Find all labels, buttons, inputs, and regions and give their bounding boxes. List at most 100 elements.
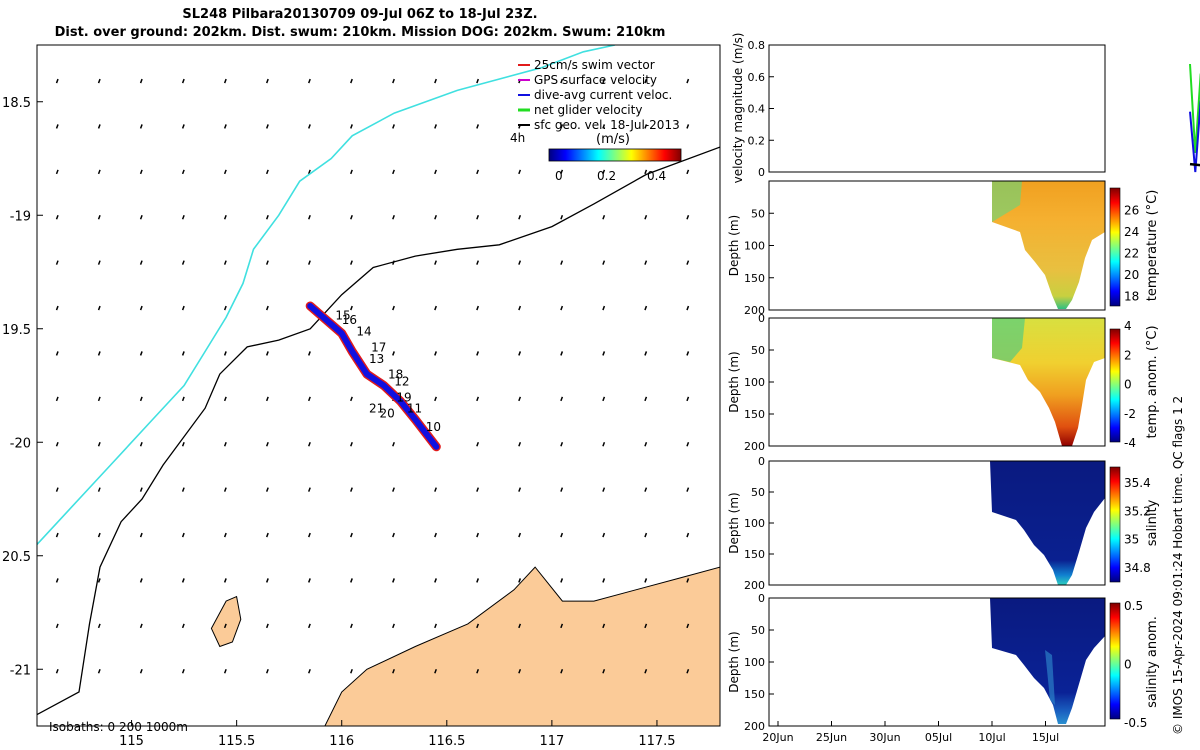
legend-gps: GPS surface velocity [534, 73, 657, 87]
isobath-1000m [37, 45, 616, 545]
sfc-geo-arrow [560, 260, 564, 265]
date-tick-label: 10Jul [978, 731, 1005, 744]
temp-anomaly-shallow-patch [992, 318, 1025, 362]
sfc-geo-arrow [223, 305, 227, 311]
date-tick-label: 30Jun [869, 731, 900, 744]
sfc-geo-arrow [307, 532, 311, 538]
day-label: 12 [394, 375, 409, 389]
sfc-geo-arrow [181, 214, 185, 220]
sfc-geo-arrow [686, 78, 690, 84]
land-mass [324, 566, 720, 726]
sfc-geo-arrow [181, 169, 185, 175]
map-xtick-label: 116.5 [428, 734, 465, 749]
colorbar-tick-label: 0 [1124, 378, 1132, 392]
sfc-geo-arrow [518, 305, 522, 311]
colorbar-tick-label: 4 [1124, 319, 1132, 333]
sfc-geo-arrow [97, 396, 101, 402]
sfc-geo-arrow [223, 487, 227, 492]
map-xtick-label: 117.5 [638, 734, 675, 749]
sfc-geo-arrow [55, 305, 59, 311]
sfc-geo-arrow [476, 487, 480, 492]
colorbar-tick-label: 35.2 [1124, 504, 1151, 518]
sfc-geo-arrow [265, 532, 269, 538]
sfc-geo-arrow [686, 668, 690, 674]
sfc-geo-arrow [55, 124, 59, 129]
day-label: 14 [356, 325, 371, 339]
colorbar-tick-label: -2 [1124, 407, 1136, 421]
sfc-geo-arrow [139, 668, 143, 674]
sfc-geo-arrow [265, 441, 269, 447]
velocity-panel: 0 0.2 0.4 0.6 0.8 velocity magnitude (m/s) [731, 33, 1200, 183]
sfc-geo-arrow [181, 623, 185, 629]
salinity-colorbar [1109, 466, 1121, 583]
sfc-geo-arrow [307, 351, 311, 356]
sfc-geo-arrow [518, 623, 522, 629]
velocity-colorbar [548, 148, 682, 162]
sfc-geo-arrow [181, 260, 185, 265]
sfc-geo-arrow [181, 124, 185, 129]
cbar-tick-0: 0 [555, 169, 563, 183]
depth-tick-label: 150 [744, 272, 765, 285]
map-ytick-label: -20 [10, 436, 31, 451]
sfc-geo-arrow [55, 260, 59, 265]
sfc-geo-arrow [476, 532, 480, 538]
depth-axis-label: Depth (m) [727, 215, 741, 276]
sfc-geo-arrow [602, 396, 606, 402]
sfc-geo-arrow [644, 78, 648, 84]
colorbar-tick-label: 35 [1124, 533, 1139, 547]
sfc-geo-arrow [602, 623, 606, 629]
sfc-geo-arrow [644, 260, 648, 265]
date-tick-label: 25Jun [816, 731, 847, 744]
sfc-geo-arrow [476, 623, 480, 629]
sfc-geo-arrow [434, 578, 437, 583]
sfc-geo-arrow [265, 351, 269, 356]
sfc-geo-arrow [560, 532, 564, 538]
sfc-geo-arrow [602, 532, 606, 538]
map-xtick-label: 115 [119, 734, 144, 749]
sfc-geo-arrow [97, 78, 101, 84]
colorbar-tick-label: 34.8 [1124, 561, 1151, 575]
day-label: 15 [335, 309, 350, 323]
sfc-geo-arrow [434, 351, 437, 356]
colorbar-tick-label: 18 [1124, 289, 1139, 303]
sfc-geo-arrow [518, 578, 522, 583]
sfc-geo-arrow [644, 396, 648, 402]
sfc-geo-arrow [644, 532, 648, 538]
sfc-geo-arrow [265, 305, 269, 311]
depth-tick-label: 150 [744, 688, 765, 701]
sfc-geo-arrow [350, 214, 353, 220]
sfc-geo-arrow [350, 578, 353, 583]
temp-anomaly-panel [992, 318, 1121, 446]
sfc-geo-arrow [181, 78, 185, 84]
depth-tick-label: 100 [744, 656, 765, 669]
salinity-anomaly-panel [990, 598, 1121, 724]
colorbar-tick-label: 26 [1124, 203, 1139, 217]
depth-tick-label: 100 [744, 376, 765, 389]
depth-tick-label: 200 [744, 304, 765, 317]
sfc-geo-arrow [644, 578, 648, 583]
sfc-geo-arrow [686, 169, 690, 175]
sfc-geo-arrow [686, 214, 690, 220]
sfc-geo-arrow [350, 78, 353, 84]
sfc-geo-arrow [223, 78, 227, 84]
colorbar-tick-label: 20 [1124, 268, 1139, 282]
sfc-geo-arrow [350, 623, 353, 629]
sfc-geo-arrow [392, 578, 395, 583]
sfc-geo-arrow [434, 305, 437, 311]
sfc-geo-arrow [476, 214, 480, 220]
sfc-geo-arrow [139, 532, 143, 538]
sfc-geo-arrow [392, 532, 395, 538]
sfc-geo-arrow [392, 78, 395, 84]
sfc-geo-arrow [518, 668, 522, 674]
sfc-geo-arrow [97, 532, 101, 538]
sfc-geo-arrow [560, 305, 564, 311]
sfc-geo-arrow [55, 668, 59, 674]
sfc-geo-arrow [307, 214, 311, 220]
salinity-anomaly-streak [1045, 650, 1055, 705]
sfc-geo-arrow [434, 124, 437, 129]
depth-tick-label: 50 [751, 624, 765, 637]
sfc-geo-arrow [476, 396, 480, 402]
sfc-geo-arrow [265, 623, 269, 629]
